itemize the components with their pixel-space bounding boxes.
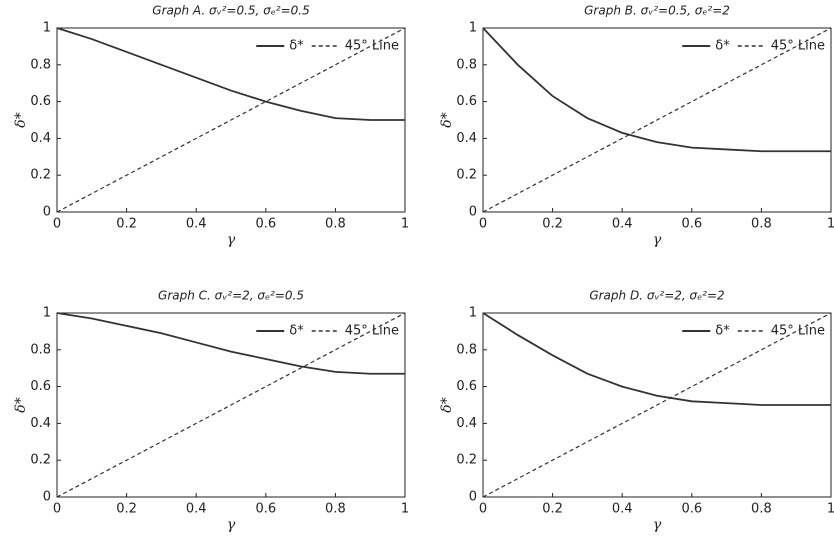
- y-tick-label: 1: [469, 21, 477, 36]
- x-tick-label: 1: [401, 502, 409, 517]
- x-tick-label: 0.8: [751, 502, 772, 517]
- y-tick-label: 1: [43, 306, 51, 321]
- y-tick-label: 0.6: [456, 94, 477, 109]
- series-line: [482, 312, 831, 406]
- y-tick-label: 0.2: [30, 453, 51, 468]
- y-tick-label: 0: [469, 205, 477, 220]
- x-tick-label: 0.8: [325, 502, 346, 517]
- series-line: [482, 27, 832, 213]
- x-tick-label: 0: [479, 502, 487, 517]
- x-tick-label: 0.6: [255, 502, 276, 517]
- x-tick-label: 0.4: [186, 502, 207, 517]
- x-tick-label: 1: [401, 217, 409, 232]
- x-tick-label: 0.6: [681, 502, 702, 517]
- x-tick-label: 0.2: [542, 502, 563, 517]
- x-tick-label: 1: [827, 502, 834, 517]
- x-axis-label: γ: [653, 517, 662, 533]
- legend-label: δ*: [715, 39, 730, 54]
- y-tick-label: 0.2: [30, 168, 51, 183]
- legend-label: δ*: [715, 324, 730, 339]
- y-tick-label: 0.8: [456, 342, 477, 357]
- y-tick-label: 0.8: [30, 57, 51, 72]
- title: Graph D. σᵥ²=2, σₑ²=2: [589, 289, 724, 303]
- y-tick-label: 1: [469, 306, 477, 321]
- y-tick-label: 1: [43, 21, 51, 36]
- x-tick-label: 0.4: [186, 217, 207, 232]
- y-tick-label: 0.8: [456, 57, 477, 72]
- x-axis-label: γ: [227, 517, 236, 533]
- x-tick-label: 0.4: [612, 502, 633, 517]
- y-tick-label: 0: [43, 490, 51, 505]
- x-tick-label: 0.8: [325, 217, 346, 232]
- x-tick-label: 0.6: [255, 217, 276, 232]
- x-tick-label: 0.4: [612, 217, 633, 232]
- y-tick-label: 0.4: [30, 416, 51, 431]
- y-axis-label: δ*: [439, 397, 455, 412]
- x-tick-label: 0.2: [116, 217, 137, 232]
- legend-label: 45° Line: [771, 324, 825, 339]
- legend-label: 45° Line: [345, 39, 399, 54]
- series-line: [56, 312, 405, 375]
- axes-box: [482, 27, 832, 213]
- x-tick-label: 0: [479, 217, 487, 232]
- title: Graph A. σᵥ²=0.5, σₑ²=0.5: [152, 4, 309, 18]
- x-axis-label: γ: [653, 232, 662, 248]
- title: Graph B. σᵥ²=0.5, σₑ²=2: [584, 4, 730, 18]
- y-tick-label: 0.6: [456, 379, 477, 394]
- series-line: [56, 27, 406, 213]
- y-tick-label: 0.4: [456, 131, 477, 146]
- y-axis-label: δ*: [439, 112, 455, 127]
- y-tick-label: 0: [43, 205, 51, 220]
- y-tick-label: 0.6: [30, 379, 51, 394]
- y-axis-label: δ*: [13, 112, 29, 127]
- y-tick-label: 0.6: [30, 94, 51, 109]
- x-tick-label: 0.2: [542, 217, 563, 232]
- title: Graph C. σᵥ²=2, σₑ²=0.5: [158, 289, 304, 303]
- y-tick-label: 0.2: [456, 453, 477, 468]
- y-tick-label: 0.2: [456, 168, 477, 183]
- legend-label: δ*: [289, 324, 304, 339]
- x-tick-label: 0.8: [751, 217, 772, 232]
- legend-label: δ*: [289, 39, 304, 54]
- series-line: [56, 312, 406, 498]
- x-tick-label: 0.6: [681, 217, 702, 232]
- y-axis-label: δ*: [13, 397, 29, 412]
- x-axis-label: γ: [227, 232, 236, 248]
- series-line: [482, 27, 831, 153]
- x-tick-label: 0: [53, 502, 61, 517]
- legend-label: 45° Line: [345, 324, 399, 339]
- y-tick-label: 0.4: [30, 131, 51, 146]
- x-tick-label: 0.2: [116, 502, 137, 517]
- x-tick-label: 1: [827, 217, 834, 232]
- y-tick-label: 0.4: [456, 416, 477, 431]
- axes-box: [56, 312, 406, 498]
- series-line: [56, 27, 405, 121]
- legend-label: 45° Line: [771, 39, 825, 54]
- y-tick-label: 0: [469, 490, 477, 505]
- y-tick-label: 0.8: [30, 342, 51, 357]
- x-tick-label: 0: [53, 217, 61, 232]
- series-line: [482, 312, 832, 498]
